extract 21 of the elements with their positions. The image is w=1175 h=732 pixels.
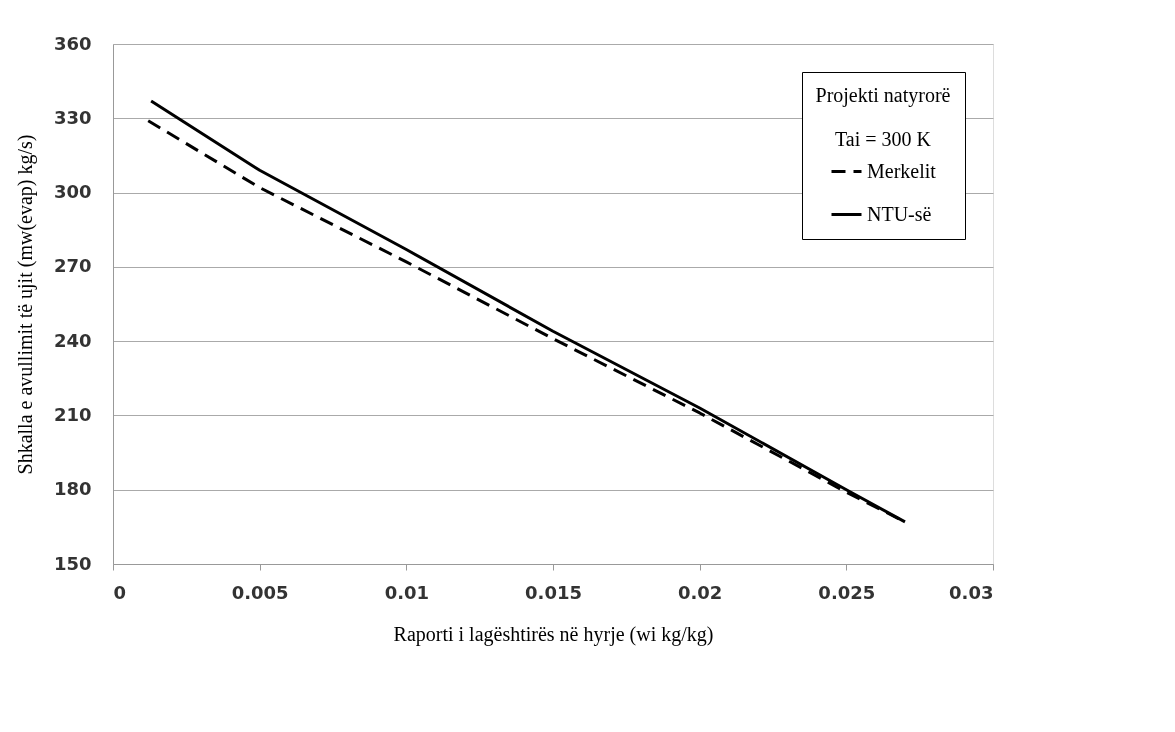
y-tick-label: 300 [53,181,92,203]
x-tick-label: 0.005 [231,581,289,603]
y-tick-label: 360 [53,32,92,54]
x-tick-label: 0 [113,581,127,603]
annotation: Tai = 300 K [835,128,932,150]
x-tick-label: 0.03 [949,581,994,603]
y-axis-title: Shkalla e avullimit të ujit (mw(evap) kg/s) [13,134,37,475]
y-tick-label: 180 [53,478,92,500]
y-tick-label: 240 [53,329,92,351]
legend-label: Merkelit [867,159,937,182]
y-tick-label: 270 [53,255,92,277]
x-tick-label: 0.02 [677,581,723,603]
legend-label: NTU-së [867,202,932,225]
x-tick-label: 0.025 [818,581,876,603]
x-tick-label: 0.015 [525,581,582,603]
x-axis-title: Raporti i lagështirës në hyrje (wi kg/kg) [393,622,714,646]
y-tick-label: 210 [53,403,92,425]
legend-title: Projekti natyrorë [815,84,951,107]
y-tick-label: 150 [53,552,92,574]
y-tick-label: 330 [53,106,92,128]
x-tick-label: 0.01 [384,581,430,603]
